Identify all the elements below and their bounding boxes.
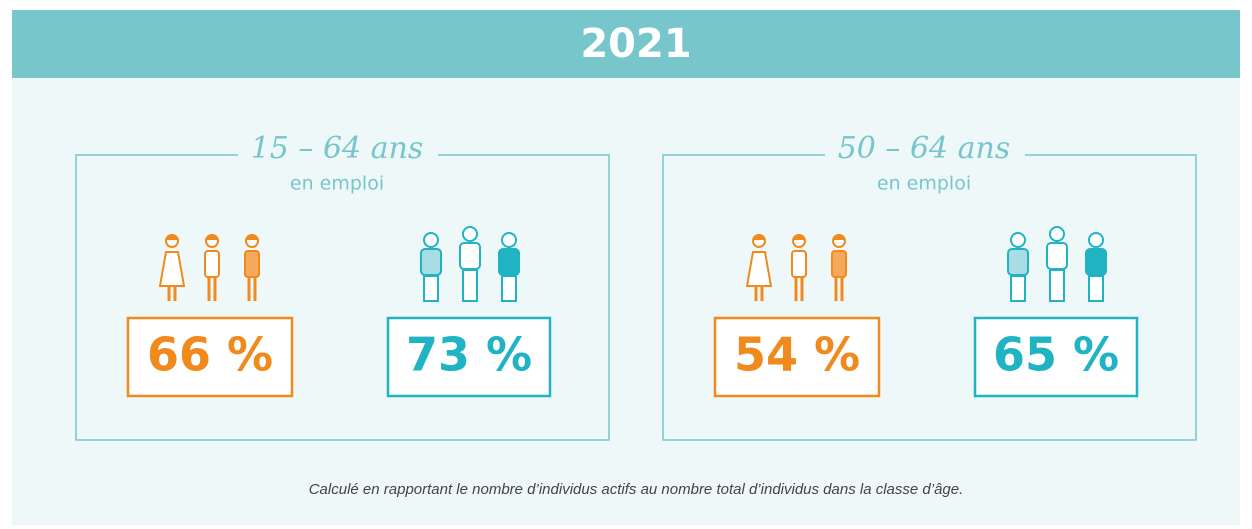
body	[499, 249, 519, 275]
body	[1008, 249, 1028, 275]
panel-subtitle: en emploi	[877, 173, 971, 195]
header-title: 2021	[580, 21, 691, 67]
infographic: 2021 Calculé en rapportant le nombre d’i…	[0, 0, 1252, 525]
body	[460, 243, 480, 269]
men-value: 73 %	[406, 328, 532, 382]
panel-subtitle: en emploi	[290, 173, 384, 195]
man-icon	[499, 233, 519, 301]
body	[421, 249, 441, 275]
body	[832, 251, 846, 277]
head	[502, 233, 516, 247]
legs	[1089, 276, 1103, 301]
panel-title: 50 – 64 ans	[838, 131, 1011, 166]
legs	[463, 270, 477, 301]
man-icon	[1008, 233, 1028, 301]
women-value: 54 %	[734, 328, 860, 382]
legs	[1011, 276, 1025, 301]
head	[1050, 227, 1064, 241]
men-value: 65 %	[993, 328, 1119, 382]
head	[1011, 233, 1025, 247]
footnote: Calculé en rapportant le nombre d’indivi…	[309, 481, 964, 498]
legs	[424, 276, 438, 301]
body	[245, 251, 259, 277]
man-icon	[1086, 233, 1106, 301]
body	[1086, 249, 1106, 275]
body	[792, 251, 806, 277]
head	[463, 227, 477, 241]
head	[424, 233, 438, 247]
man-icon	[421, 233, 441, 301]
legs	[502, 276, 516, 301]
body	[205, 251, 219, 277]
women-value: 66 %	[147, 328, 273, 382]
body	[1047, 243, 1067, 269]
legs	[1050, 270, 1064, 301]
page: 2021 Calculé en rapportant le nombre d’i…	[0, 0, 1252, 525]
head	[1089, 233, 1103, 247]
panel-title: 15 – 64 ans	[251, 131, 424, 166]
